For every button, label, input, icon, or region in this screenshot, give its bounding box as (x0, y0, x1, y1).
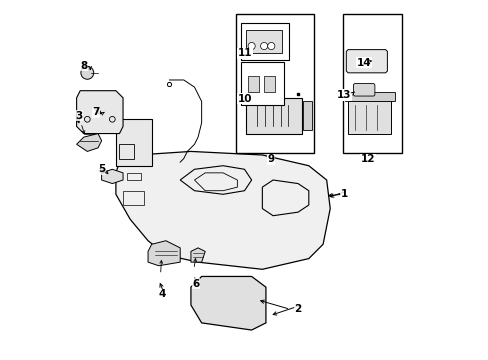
Bar (235, 14, 313, 153)
Bar (264, 76, 274, 93)
FancyBboxPatch shape (353, 84, 374, 96)
Bar (246, 30, 282, 53)
Polygon shape (77, 91, 123, 134)
Bar (126, 173, 141, 180)
Bar (247, 76, 258, 93)
Text: 12: 12 (360, 154, 374, 164)
Text: 6: 6 (192, 279, 200, 289)
Bar (241, 62, 283, 105)
Polygon shape (148, 241, 180, 266)
Text: 8: 8 (80, 61, 87, 71)
Bar (246, 98, 301, 134)
Text: 9: 9 (267, 154, 274, 164)
Text: 1: 1 (340, 189, 347, 199)
Polygon shape (116, 152, 329, 269)
Circle shape (267, 42, 274, 50)
Polygon shape (190, 248, 205, 262)
Bar (303, 102, 312, 130)
Circle shape (247, 42, 255, 50)
Polygon shape (102, 169, 123, 184)
Text: 10: 10 (238, 94, 252, 104)
Circle shape (260, 42, 267, 50)
Circle shape (81, 66, 94, 79)
Bar (347, 102, 390, 134)
Text: 14: 14 (356, 58, 371, 68)
Bar (116, 119, 151, 166)
Polygon shape (346, 50, 386, 73)
Bar (342, 14, 401, 153)
Text: 11: 11 (238, 48, 252, 58)
Text: 7: 7 (92, 107, 100, 117)
Bar (241, 23, 288, 60)
Polygon shape (190, 276, 265, 330)
Polygon shape (77, 134, 102, 152)
Text: 13: 13 (337, 90, 351, 100)
Text: 5: 5 (98, 164, 105, 174)
Text: 3: 3 (75, 111, 82, 121)
Bar (123, 191, 144, 205)
Text: 2: 2 (294, 303, 301, 314)
Bar (344, 93, 394, 102)
Text: 4: 4 (158, 289, 166, 299)
Bar (119, 144, 134, 158)
